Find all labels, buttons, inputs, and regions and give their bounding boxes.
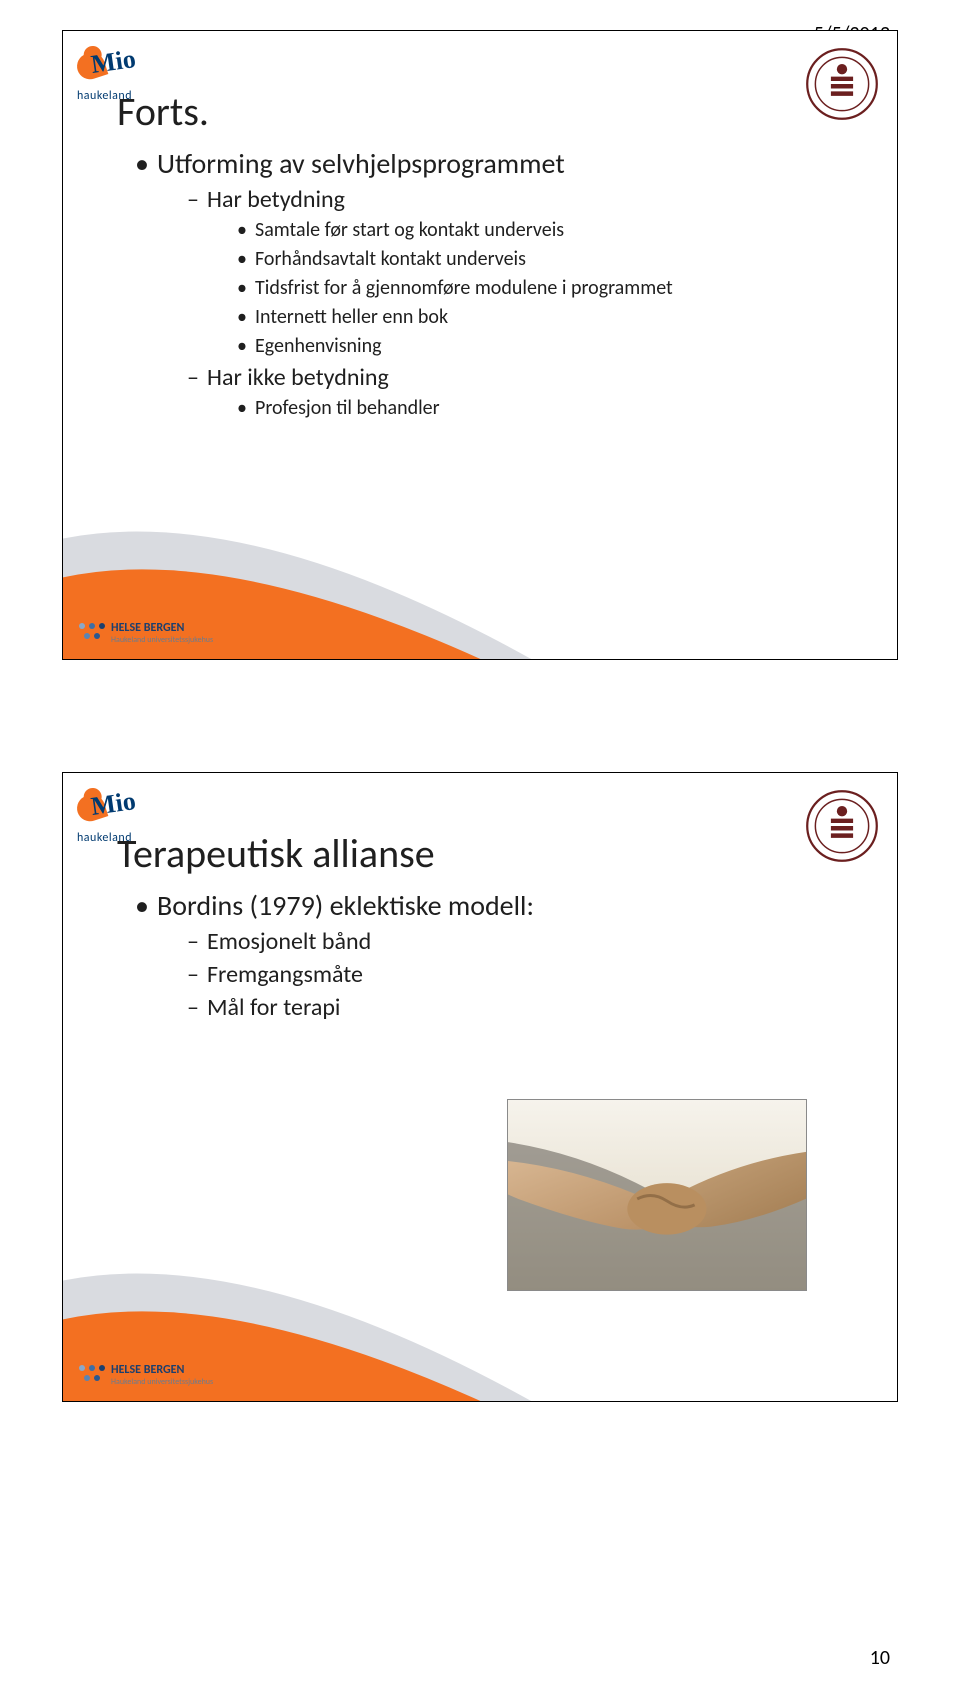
s2-b1-text: Bordins (1979) eklektiske modell: bbox=[157, 888, 534, 923]
b1-s1-i2: Forhåndsavtalt kontakt underveis bbox=[237, 246, 857, 273]
slide-1-content: Forts. Utforming av selvhjelpsprogrammet… bbox=[117, 87, 857, 426]
b1: Utforming av selvhjelpsprogrammet Har be… bbox=[135, 146, 857, 422]
haukeland-script: Mio bbox=[89, 44, 138, 80]
b1-s1-i1: Samtale før start og kontakt underveis bbox=[237, 217, 857, 244]
hb-line1: HELSE BERGEN bbox=[111, 621, 184, 635]
s2-b1-s2: Fremgangsmåte bbox=[187, 959, 857, 990]
handshake-image bbox=[507, 1099, 807, 1291]
s2-b1-s3: Mål for terapi bbox=[187, 992, 857, 1023]
slide-2-content: Terapeutisk allianse Bordins (1979) ekle… bbox=[117, 829, 857, 1027]
slide-1-title: Forts. bbox=[117, 87, 857, 136]
b1-s1-i4: Internett heller enn bok bbox=[237, 304, 857, 331]
b1-s2-i1: Profesjon til behandler bbox=[237, 395, 857, 422]
hb-line2: Haukeland universitetssjukehus bbox=[111, 1377, 213, 1387]
page: 5/5/2013 Mio haukeland Forts. Utforming … bbox=[0, 0, 960, 1692]
b1-s1: Har betydning Samtale før start og konta… bbox=[187, 184, 857, 360]
s2-b1-s1: Emosjonelt bånd bbox=[187, 926, 857, 957]
b1-s1-text: Har betydning bbox=[207, 185, 345, 214]
b1-s2: Har ikke betydning Profesjon til behandl… bbox=[187, 362, 857, 422]
s2-b1: Bordins (1979) eklektiske modell: Emosjo… bbox=[135, 888, 857, 1023]
page-number: 10 bbox=[870, 1646, 890, 1670]
slide-2-title: Terapeutisk allianse bbox=[117, 829, 857, 878]
b1-s1-i3: Tidsfrist for å gjennomføre modulene i p… bbox=[237, 275, 857, 302]
b1-s2-text: Har ikke betydning bbox=[207, 363, 389, 392]
haukeland-script: Mio bbox=[89, 786, 138, 822]
slide-2: Mio haukeland Terapeutisk allianse Bordi… bbox=[62, 772, 898, 1402]
hb-line1: HELSE BERGEN bbox=[111, 1363, 184, 1377]
slide-1: Mio haukeland Forts. Utforming av selvhj… bbox=[62, 30, 898, 660]
logo-helse-bergen: HELSE BERGEN Haukeland universitetssjuke… bbox=[77, 1359, 213, 1387]
logo-helse-bergen: HELSE BERGEN Haukeland universitetssjuke… bbox=[77, 617, 213, 645]
b1-s1-i5: Egenhenvisning bbox=[237, 333, 857, 360]
hb-line2: Haukeland universitetssjukehus bbox=[111, 635, 213, 645]
b1-text: Utforming av selvhjelpsprogrammet bbox=[157, 146, 565, 181]
